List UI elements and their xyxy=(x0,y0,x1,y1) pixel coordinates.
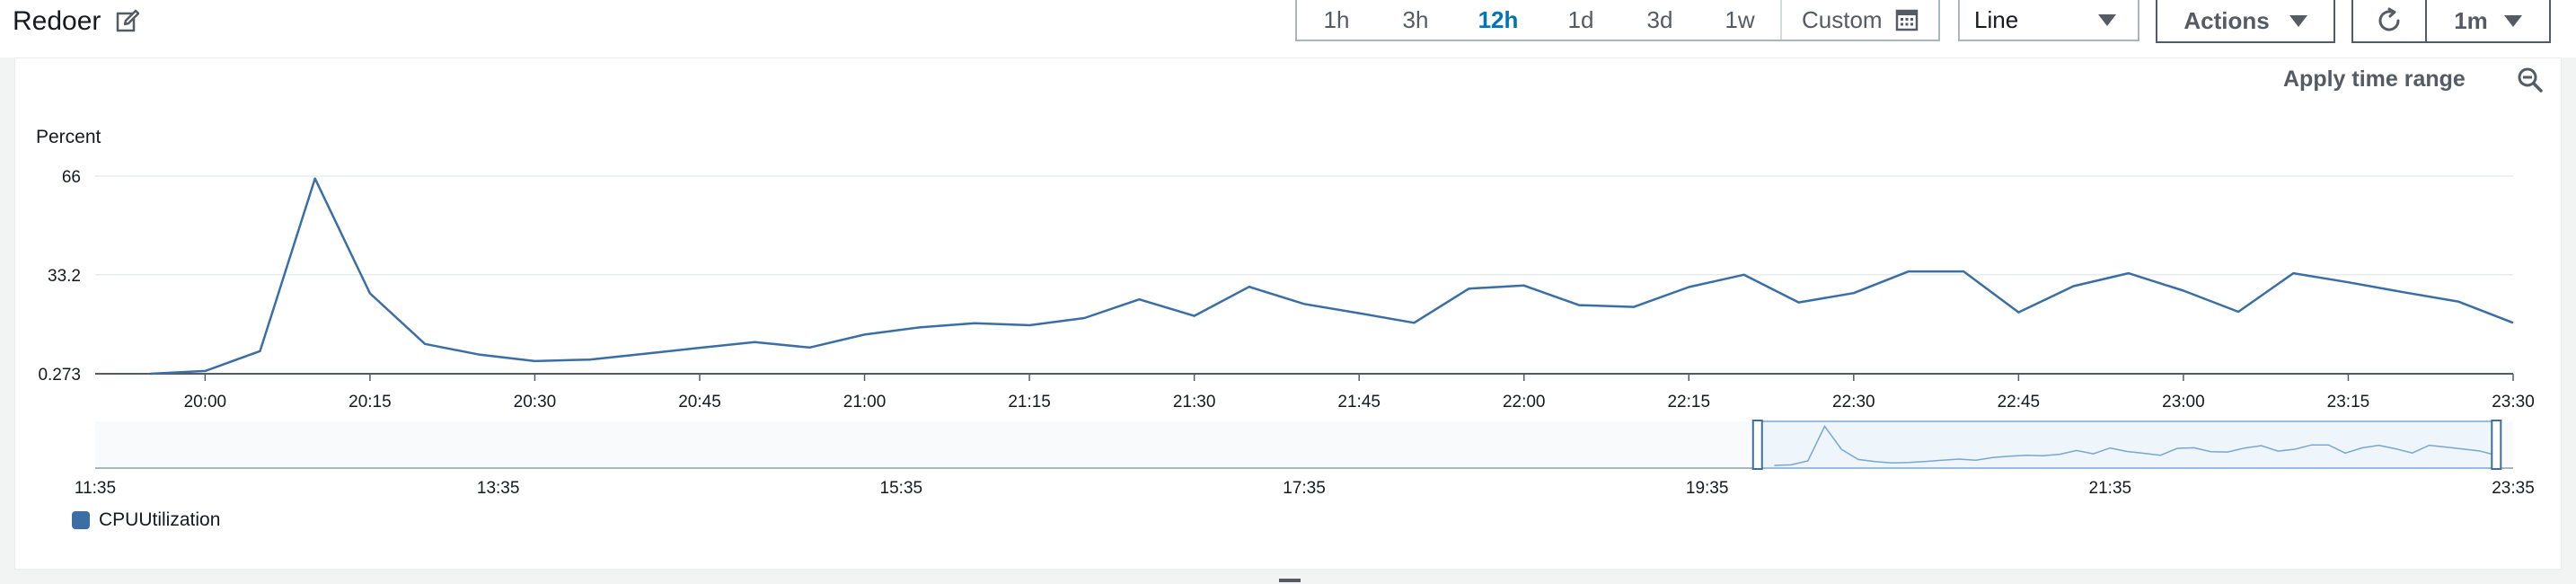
actions-label: Actions xyxy=(2183,6,2270,34)
range-option-3d[interactable]: 3d xyxy=(1646,5,1673,33)
resize-handle[interactable] xyxy=(1279,579,1301,582)
view-type-select[interactable]: Line xyxy=(1958,0,2139,41)
custom-range-label: Custom xyxy=(1802,5,1883,33)
chevron-down-icon xyxy=(2289,14,2307,27)
widget-title: Redoer xyxy=(13,6,101,36)
range-option-3h[interactable]: 3h xyxy=(1402,5,1429,33)
custom-range-button[interactable]: Custom xyxy=(1780,0,1931,40)
view-type-value: Line xyxy=(1974,5,2019,33)
chevron-down-icon xyxy=(2098,13,2116,26)
range-option-1h[interactable]: 1h xyxy=(1323,5,1350,33)
time-range-selector: 1h 3h 12h 1d 3d 1w Custom xyxy=(1295,0,1940,41)
range-option-1d[interactable]: 1d xyxy=(1567,5,1594,33)
chart-panel xyxy=(14,58,2562,570)
edit-icon[interactable] xyxy=(115,9,140,34)
calendar-icon xyxy=(1895,9,1918,31)
range-option-1w[interactable]: 1w xyxy=(1725,5,1755,33)
dashboard-header: Redoer 1h 3h 12h 1d 3d 1w Custom Line Ac… xyxy=(0,0,2576,58)
title-area: Redoer xyxy=(13,4,140,40)
apply-time-range-link[interactable]: Apply time range xyxy=(2283,66,2466,92)
refresh-icon xyxy=(2378,7,2400,31)
actions-button[interactable]: Actions xyxy=(2156,0,2335,43)
legend-label[interactable]: CPUUtilization xyxy=(99,509,221,530)
refresh-button[interactable] xyxy=(2351,0,2427,43)
legend-swatch[interactable] xyxy=(72,511,90,529)
zoom-out-icon[interactable] xyxy=(2517,66,2544,93)
refresh-interval-value: 1m xyxy=(2454,6,2488,34)
range-option-12h[interactable]: 12h xyxy=(1478,5,1519,33)
chevron-down-icon xyxy=(2503,14,2522,27)
chart-legend: CPUUtilization xyxy=(72,509,220,531)
refresh-interval-dropdown[interactable]: 1m xyxy=(2425,0,2551,43)
